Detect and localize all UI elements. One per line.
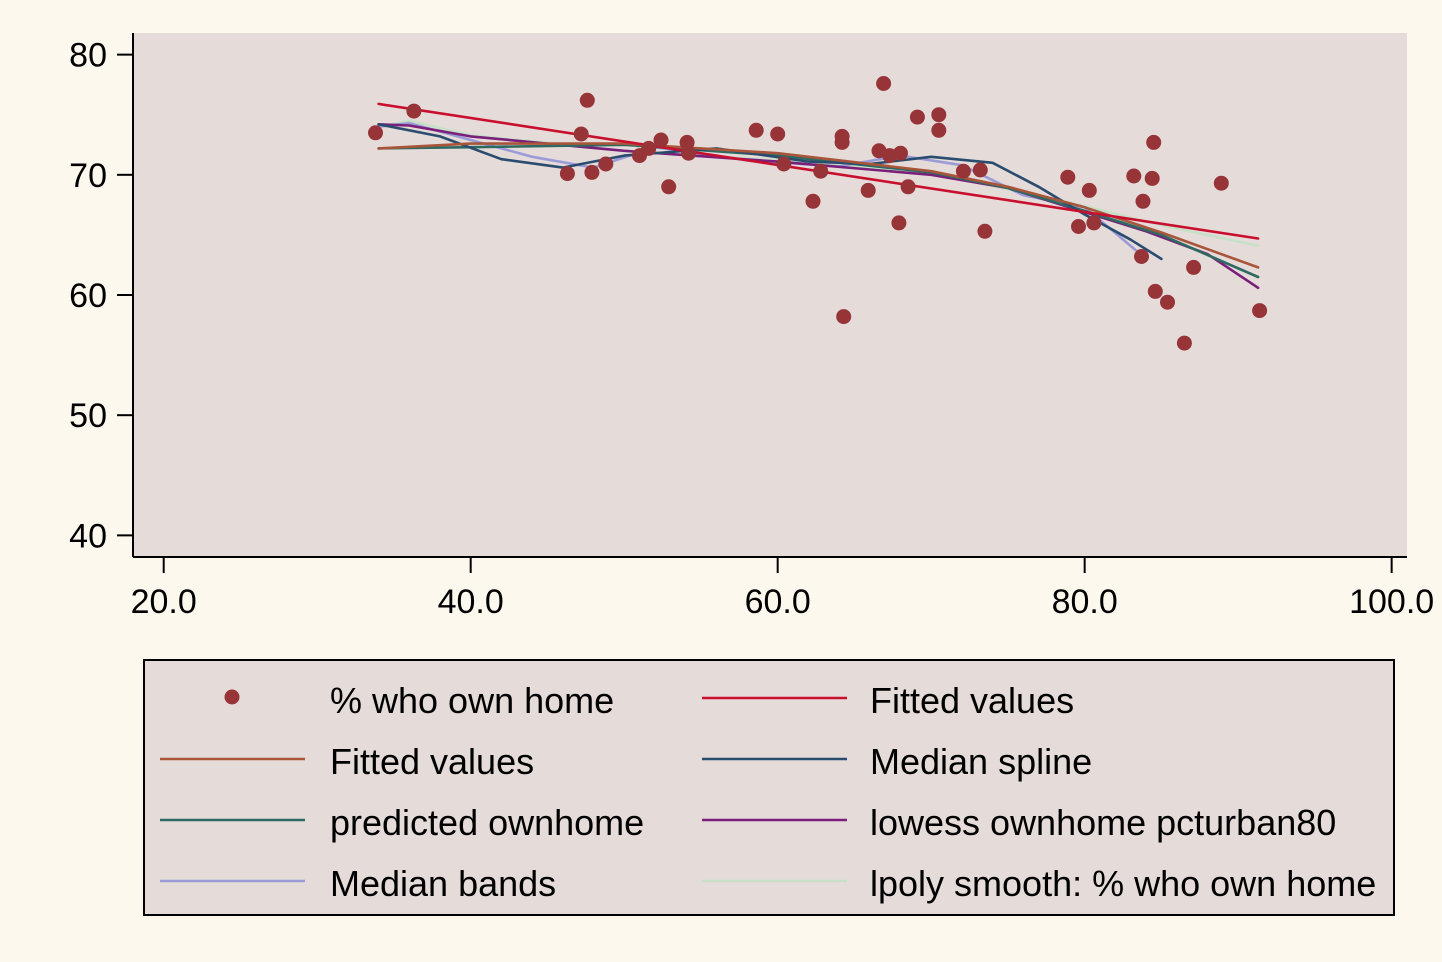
scatter-point <box>836 309 852 325</box>
scatter-point <box>909 109 925 125</box>
scatter-point <box>641 140 657 156</box>
scatter-point <box>579 92 595 108</box>
legend-label: Median bands <box>330 863 556 904</box>
y-tick-label: 50 <box>69 397 107 435</box>
legend-label: lpoly smooth: % who own home <box>870 863 1376 904</box>
scatter-point <box>1060 169 1076 185</box>
x-tick-label: 60.0 <box>745 583 811 621</box>
axes: 40 50 60 70 80 20.0 40.0 60.0 80.0 100.0 <box>69 33 1434 621</box>
scatter-point <box>1135 193 1151 209</box>
legend-label: Fitted values <box>870 680 1074 721</box>
scatter-point <box>876 76 892 91</box>
scatter-point <box>805 193 821 209</box>
scatter-point <box>748 122 764 138</box>
fitted-lines <box>377 102 1260 290</box>
scatter-point <box>1144 170 1160 186</box>
scatter-points <box>368 76 1268 351</box>
scatter-point <box>931 107 947 123</box>
y-tick-label: 40 <box>69 517 107 555</box>
scatter-point <box>598 156 614 172</box>
y-tick-label: 80 <box>69 37 107 75</box>
scatter-point <box>770 126 786 142</box>
scatter-point <box>1160 294 1175 310</box>
scatter-point <box>977 223 993 239</box>
scatter-point <box>406 103 422 119</box>
scatter-point <box>891 215 907 231</box>
legend-label: lowess ownhome pcturban80 <box>870 802 1336 843</box>
scatter-point <box>1081 182 1097 198</box>
scatter-point <box>1147 283 1163 299</box>
scatter-point <box>1134 249 1149 264</box>
scatter-point <box>661 179 677 195</box>
scatter-point <box>1186 259 1202 275</box>
legend: % who own home Fitted values Fitted values… <box>143 659 1395 916</box>
scatter-point <box>1126 168 1142 184</box>
x-tick-label: 20.0 <box>131 583 197 621</box>
y-tick-label: 70 <box>69 157 107 195</box>
scatter-point <box>368 125 383 141</box>
legend-label: predicted ownhome <box>330 802 644 843</box>
scatter-point <box>559 166 575 182</box>
scatter-point <box>931 122 947 138</box>
legend-label: % who own home <box>330 680 614 721</box>
scatter-point <box>573 126 589 142</box>
scatter-point <box>1086 215 1102 231</box>
scatter-point <box>893 145 908 161</box>
scatter-point <box>1146 134 1162 150</box>
series-line <box>377 123 1260 290</box>
plot-area <box>133 33 1407 557</box>
scatter-point <box>834 134 850 150</box>
scatter-point <box>1176 335 1192 351</box>
scatter-point <box>681 145 697 161</box>
legend-marker <box>224 689 240 705</box>
legend-label: Median spline <box>870 741 1092 782</box>
scatter-point <box>584 164 600 180</box>
series-line <box>377 142 1260 269</box>
legend-label: Fitted values <box>330 741 534 782</box>
legend-box <box>143 659 1395 916</box>
scatter-point <box>900 179 916 195</box>
scatter-point <box>972 162 988 178</box>
scatter-point <box>776 156 792 172</box>
x-tick-label: 80.0 <box>1052 583 1118 621</box>
scatter-point <box>1213 175 1229 191</box>
y-tick-label: 60 <box>69 277 107 315</box>
x-tick-label: 40.0 <box>438 583 504 621</box>
scatter-point <box>1071 219 1086 234</box>
x-tick-label: 100.0 <box>1349 583 1434 621</box>
scatter-point <box>653 132 669 148</box>
scatter-point <box>1252 303 1268 319</box>
scatter-point <box>813 163 829 179</box>
scatter-point <box>860 182 876 198</box>
scatter-point <box>955 163 971 179</box>
